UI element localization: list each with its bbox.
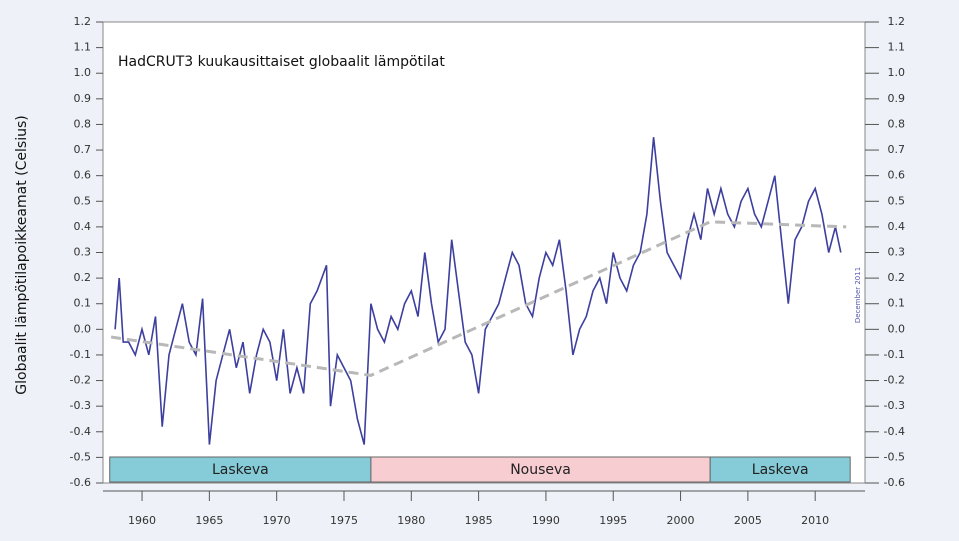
temperature-line (114, 137, 842, 445)
x-tick-label: 1980 (397, 514, 425, 527)
y-tick-label: -0.6 (70, 476, 91, 489)
y-tick-label: 1.1 (74, 41, 92, 54)
y-tick-label: 0.0 (74, 322, 92, 335)
y2-tick-label: -0.5 (884, 450, 905, 463)
y2-tick-label: 0.2 (888, 271, 906, 284)
y2-tick-label: 1.0 (888, 66, 906, 79)
y2-tick-label: 0.5 (888, 194, 906, 207)
y-tick-label: 0.5 (74, 194, 92, 207)
phase-band (709, 456, 851, 483)
y2-tick-label: -0.1 (884, 348, 905, 361)
y-tick-label: 0.2 (74, 271, 92, 284)
y-tick-label: 0.6 (74, 169, 92, 182)
y2-tick-label: 0.1 (888, 297, 906, 310)
y-axis-label: Globaalit lämpötilapoikkeamat (Celsius) (14, 115, 30, 394)
y2-tick-label: 1.2 (888, 15, 906, 28)
y2-tick-label: 1.1 (888, 41, 906, 54)
y-tick-label: 0.7 (74, 143, 92, 156)
phase-label: Laskeva (212, 462, 269, 478)
y2-tick-label: 0.8 (888, 117, 906, 130)
y2-tick-label: 0.9 (888, 92, 906, 105)
trend-line (110, 220, 847, 377)
y2-tick-label: 0.4 (888, 220, 906, 233)
y-tick-label: 0.1 (74, 297, 92, 310)
x-tick-label: 1960 (128, 514, 156, 527)
y-tick-label: 1.2 (74, 15, 92, 28)
annotation: December 2011 (854, 267, 862, 323)
y2-tick-label: 0.3 (888, 246, 906, 259)
x-tick-label: 1985 (465, 514, 493, 527)
y2-tick-label: -0.2 (884, 374, 905, 387)
y2-tick-label: 0.0 (888, 322, 906, 335)
y-tick-label: 0.9 (74, 92, 92, 105)
y2-tick-label: -0.4 (884, 425, 905, 438)
y-tick-label: -0.2 (70, 374, 91, 387)
x-tick-label: 1970 (263, 514, 291, 527)
y-tick-label: -0.1 (70, 348, 91, 361)
y-tick-label: -0.5 (70, 450, 91, 463)
plot-area (102, 21, 866, 484)
y-tick-label: -0.3 (70, 399, 91, 412)
y2-tick-label: -0.6 (884, 476, 905, 489)
y2-tick-label: 0.6 (888, 169, 906, 182)
x-tick-label: 1990 (532, 514, 560, 527)
x-tick-label: 1975 (330, 514, 358, 527)
x-tick-label: 2010 (801, 514, 829, 527)
x-tick-label: 2000 (667, 514, 695, 527)
y-tick-label: 0.8 (74, 117, 92, 130)
y2-tick-label: 0.7 (888, 143, 906, 156)
phase-band (370, 456, 711, 483)
x-tick-label: 1995 (599, 514, 627, 527)
phase-band (109, 456, 372, 483)
chart-title: HadCRUT3 kuukausittaiset globaalit lämpö… (118, 54, 445, 70)
phase-label: Nouseva (510, 462, 571, 478)
phase-label: Laskeva (752, 462, 809, 478)
x-tick-label: 2005 (734, 514, 762, 527)
y-tick-label: 0.4 (74, 220, 92, 233)
y-tick-label: 1.0 (74, 66, 92, 79)
y-tick-label: -0.4 (70, 425, 91, 438)
x-tick-label: 1965 (195, 514, 223, 527)
y2-tick-label: -0.3 (884, 399, 905, 412)
y-tick-label: 0.3 (74, 246, 92, 259)
